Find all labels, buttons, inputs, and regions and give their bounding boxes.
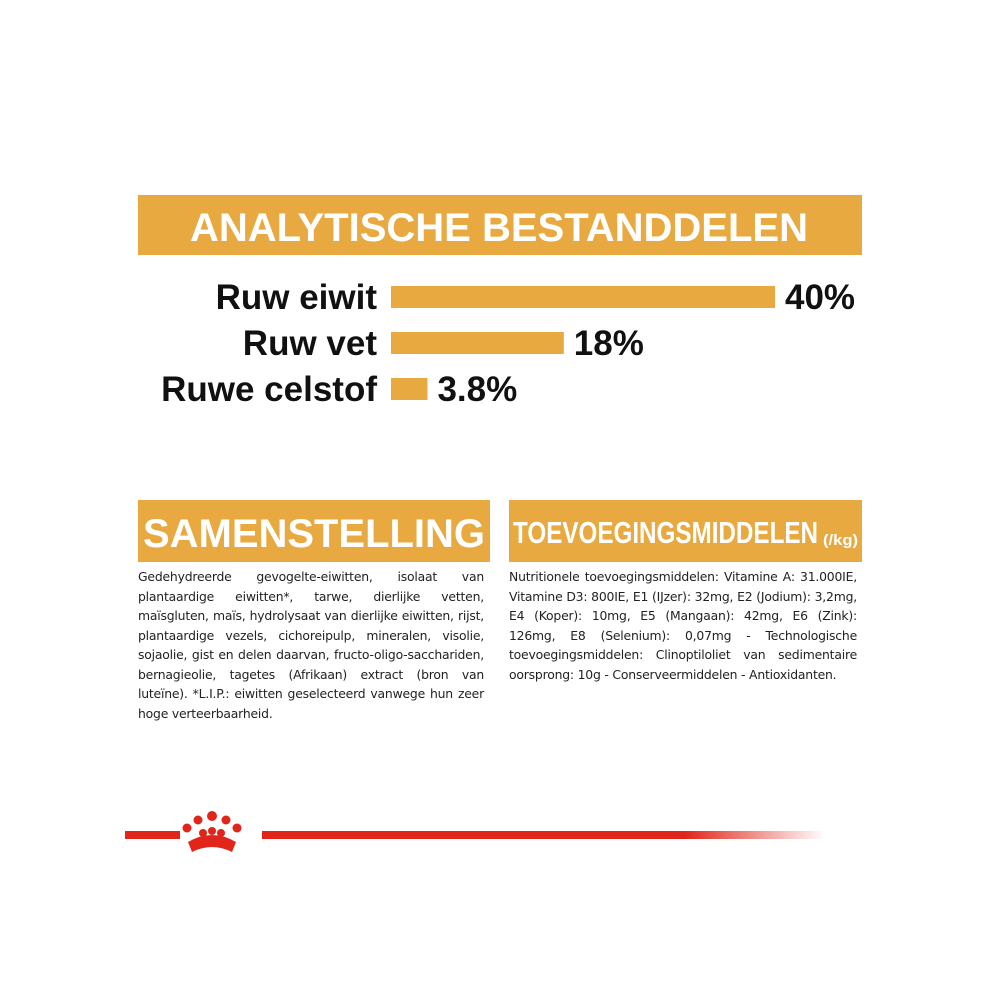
value-label: 18% xyxy=(574,324,644,363)
logo xyxy=(125,811,825,852)
bar-label: Ruw eiwit xyxy=(216,278,378,317)
composition-band xyxy=(138,500,490,562)
title-band xyxy=(138,195,862,255)
bar xyxy=(391,378,428,400)
bar xyxy=(391,332,564,354)
bar-label: Ruwe celstof xyxy=(161,370,377,409)
title: ANALYTISCHE BESTANDDELEN xyxy=(190,206,808,250)
value-label: 40% xyxy=(785,278,855,317)
bar xyxy=(391,286,775,308)
additives-band xyxy=(509,500,862,562)
composition-text: Gedehydreerde gevogelte-eiwitten, isolaa… xyxy=(138,569,484,721)
bar-label: Ruw vet xyxy=(243,324,378,363)
additives-title: TOEVOEGINGSMIDDELEN xyxy=(513,515,818,550)
additives-unit: (/kg) xyxy=(823,532,858,549)
additives-text: Nutritionele toevoegingsmiddelen: Vitami… xyxy=(509,569,857,682)
value-label: 3.8% xyxy=(437,370,517,409)
composition-title: SAMENSTELLING xyxy=(143,512,485,556)
